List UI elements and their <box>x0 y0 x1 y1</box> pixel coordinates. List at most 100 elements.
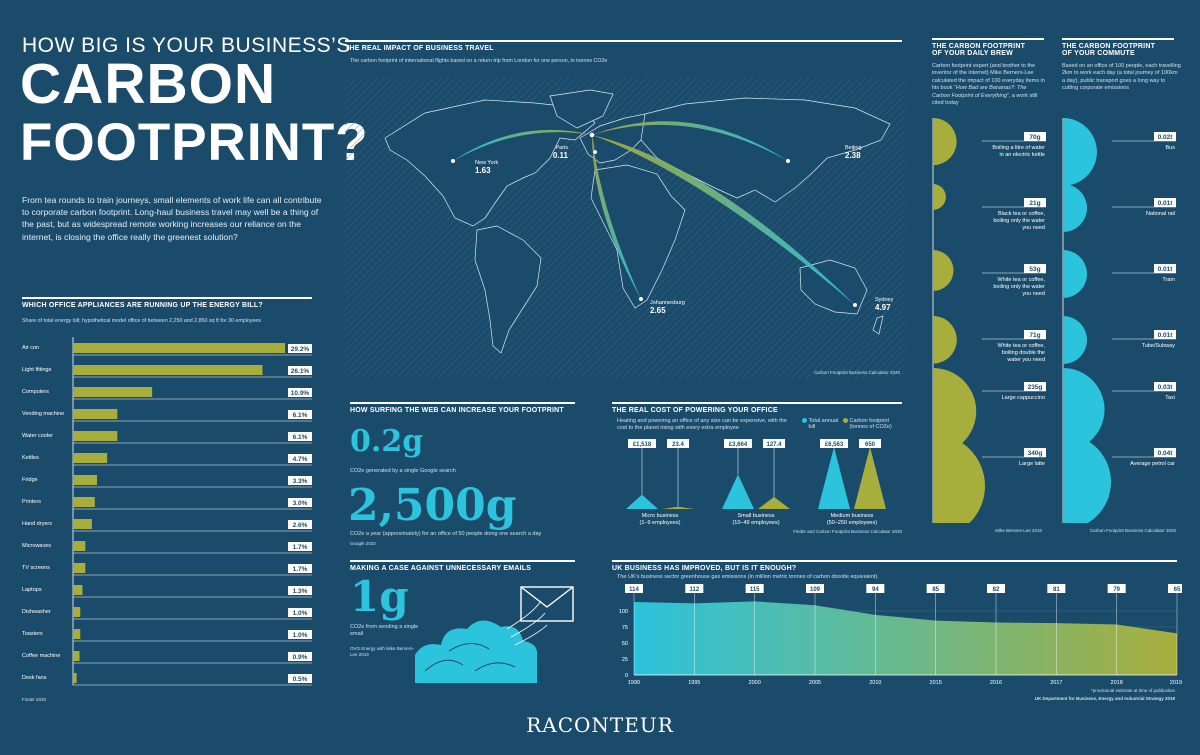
brew-label: water you need <box>1006 357 1045 363</box>
appliance-label: Coffee machine <box>22 653 60 659</box>
appliance-label: Toasters <box>22 631 43 637</box>
brew-label: boiling only the water <box>993 218 1045 224</box>
appliance-value: 0.5% <box>293 676 308 683</box>
commute-label: National rail <box>1146 211 1175 217</box>
uk-xtick: 1990 <box>628 680 640 686</box>
brew-value-box <box>1024 382 1046 391</box>
surfing-title: HOW SURFING THE WEB CAN INCREASE YOUR FO… <box>350 402 575 414</box>
appliance-bar <box>73 409 118 419</box>
uk-ytick: 25 <box>622 657 628 663</box>
brew-semicircle <box>933 184 946 210</box>
commute-value: 0.02t <box>1158 134 1174 141</box>
appliance-value: 6.1% <box>293 434 308 441</box>
route-paris <box>592 135 595 152</box>
uk-ytick: 75 <box>622 625 628 631</box>
bill-value: £3,664 <box>729 442 748 448</box>
appliance-value-box <box>288 432 312 441</box>
brew-intro-c: , a work still cited today <box>932 92 1038 107</box>
uk-ytick: 100 <box>619 609 628 615</box>
city-name: New York <box>475 160 498 166</box>
uk-value: 65 <box>1174 587 1181 593</box>
appliances-subtitle: Share of total energy bill; hypothetical… <box>22 318 262 324</box>
city-name: Paris <box>555 145 568 151</box>
appliance-bar <box>73 365 263 375</box>
appliance-value: 3.0% <box>293 500 308 507</box>
business-size-label: Medium business <box>831 513 874 519</box>
bill-triangle <box>722 474 754 509</box>
commute-value: 0.01t <box>1158 332 1174 339</box>
appliance-label: Fridge <box>22 477 38 483</box>
brew-value: 70g <box>1029 134 1040 141</box>
appliance-value: 10.9% <box>291 390 310 397</box>
bill-label-box <box>628 439 656 448</box>
uk-value-box <box>806 584 824 593</box>
brew-label: White tea or coffee, <box>997 343 1045 349</box>
appliance-label: Dishwasher <box>22 609 51 615</box>
uk-xtick: 2017 <box>1050 680 1062 686</box>
appliance-label: Air con <box>22 345 39 351</box>
brew-source: Mike Berners-Lee 2010 <box>995 528 1042 533</box>
appliance-label: Water cooler <box>22 433 53 439</box>
appliance-label: TV screens <box>22 565 50 571</box>
emails-title: MAKING A CASE AGAINST UNNECESSARY EMAILS <box>350 560 575 572</box>
uk-xtick: 2000 <box>749 680 761 686</box>
uk-source: UK Department for Business, Energy and I… <box>1034 696 1175 701</box>
city-marker <box>450 158 456 164</box>
uk-subtitle: The UK’s business sector greenhouse gas … <box>617 574 879 580</box>
commute-value-box <box>1154 448 1176 457</box>
appliance-value-box <box>288 630 312 639</box>
legend-bill-label: Total annual bill <box>808 418 839 430</box>
commute-title-line2: OF YOUR COMMUTE <box>1062 50 1135 57</box>
cloud-shape <box>415 620 538 683</box>
brew-value: 235g <box>1028 384 1043 391</box>
appliance-value-box <box>288 344 312 353</box>
uk-xtick: 1995 <box>688 680 700 686</box>
appliance-value-box <box>288 652 312 661</box>
carbon-value: 127.4 <box>766 442 782 448</box>
commute-value-box <box>1154 382 1176 391</box>
appliances-chart: Air con 29.2% Light fittings 26.1% Computers… <box>22 337 312 686</box>
route-new-york <box>453 129 592 161</box>
brew-label: you need <box>1022 291 1045 297</box>
raconteur-logo: RACONTEUR <box>526 713 674 737</box>
carbon-value: 650 <box>865 442 876 448</box>
surfing-stat-search-text: CO2e generated by a single Google search <box>350 468 456 474</box>
appliance-value-box <box>288 586 312 595</box>
intro-title-carbon: CARBON <box>20 52 277 116</box>
appliance-value-box <box>288 388 312 397</box>
brew-value: 53g <box>1029 266 1040 273</box>
route-beijing <box>592 121 788 161</box>
appliance-value: 4.7% <box>293 456 308 463</box>
appliance-value: 3.3% <box>293 478 308 485</box>
uk-ytick: 50 <box>622 641 628 647</box>
commute-value-box <box>1154 330 1176 339</box>
carbon-triangle <box>854 447 886 509</box>
business-size-label: (1–9 employees) <box>640 520 681 526</box>
appliance-label: Desk fans <box>22 675 47 681</box>
brew-title-line1: THE CARBON FOOTPRINT <box>932 43 1026 50</box>
legend-carbon-dot <box>843 418 848 423</box>
carbon-label-box <box>763 439 785 448</box>
commute-value-box <box>1154 264 1176 273</box>
uk-xtick: 2018 <box>1111 680 1123 686</box>
intro-title-footprint: FOOTPRINT? <box>20 113 369 172</box>
appliance-value-box <box>288 564 312 573</box>
brew-label: White tea or coffee, <box>997 277 1045 283</box>
brew-value-box <box>1024 132 1046 141</box>
bill-triangle <box>626 494 658 509</box>
legend-bill: Total annual bill <box>802 418 839 430</box>
brew-intro-a: Carbon footprint expert (and brother to … <box>932 63 1045 92</box>
london-marker <box>589 132 595 138</box>
bill-value: £6,563 <box>825 442 844 448</box>
uk-value-box <box>987 584 1005 593</box>
appliance-value-box <box>288 476 312 485</box>
appliance-value: 0.9% <box>293 654 308 661</box>
appliance-bar <box>73 431 118 441</box>
brew-label: Large cappuccino <box>1002 395 1045 401</box>
appliance-value: 1.3% <box>293 588 308 595</box>
continent-new-zealand <box>872 315 884 335</box>
uk-value: 81 <box>1053 587 1060 593</box>
brew-label: you need <box>1022 225 1045 231</box>
